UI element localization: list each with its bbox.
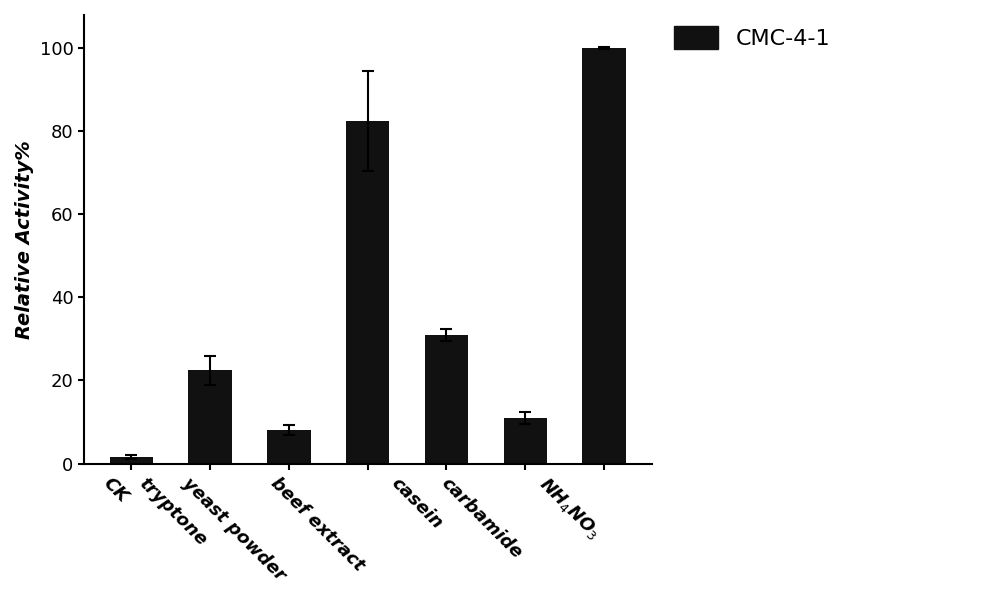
- Bar: [582, 49, 626, 464]
- Bar: [188, 370, 232, 464]
- Bar: [504, 418, 547, 464]
- Y-axis label: Relative Activity%: Relative Activity%: [15, 140, 34, 338]
- Bar: [425, 335, 468, 464]
- Bar: [110, 457, 153, 464]
- Legend: CMC-4-1: CMC-4-1: [674, 26, 831, 49]
- Bar: [267, 430, 311, 464]
- Bar: [346, 121, 389, 464]
